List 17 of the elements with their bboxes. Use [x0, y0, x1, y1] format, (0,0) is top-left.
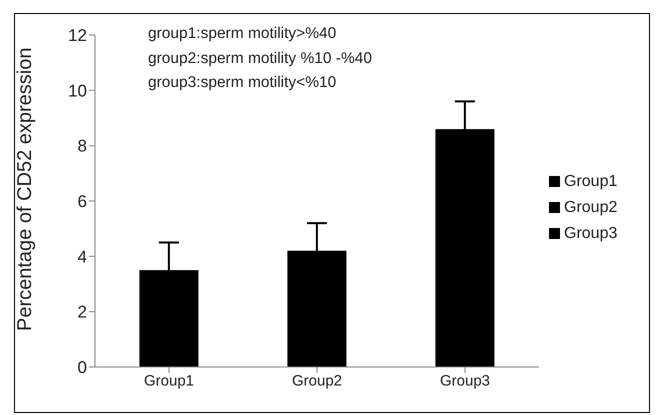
x-tick-label: Group1 [144, 372, 194, 390]
x-tick-label: Group3 [440, 372, 490, 390]
x-tick-label: Group2 [292, 372, 342, 390]
y-tick-label: 10 [68, 81, 87, 100]
y-axis-title: Percentage of CD52 expression [14, 48, 36, 331]
annotation: group2:sperm motility %10 -%40 [148, 48, 372, 68]
y-tick-label: 0 [78, 358, 87, 378]
y-tick-label: 8 [78, 136, 87, 156]
annotation: group1:sperm motility>%40 [148, 24, 338, 44]
y-tick-label: 12 [68, 26, 87, 46]
legend-label: Group2 [564, 198, 618, 216]
y-tick-label: 4 [78, 247, 87, 266]
legend-label: Group1 [564, 172, 618, 190]
annotation: group3:sperm motility<%10 [148, 73, 338, 93]
legend-label: Group3 [564, 224, 618, 242]
y-tick-label: 6 [78, 192, 87, 212]
y-tick-label: 2 [78, 302, 87, 322]
